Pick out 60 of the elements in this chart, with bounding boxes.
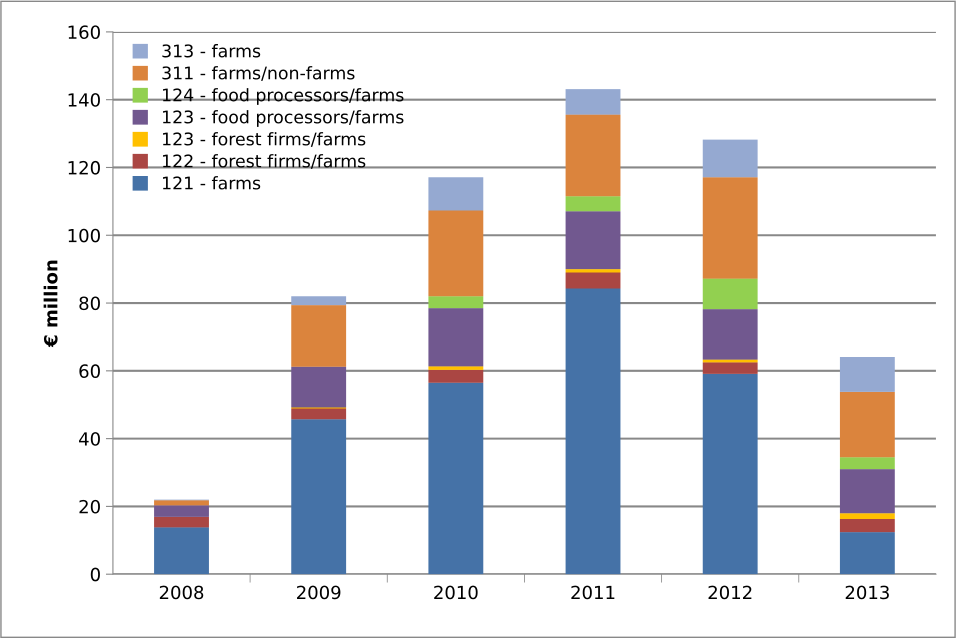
bar	[840, 356, 895, 392]
bar	[291, 408, 346, 420]
bar	[840, 457, 895, 470]
legend-label: 121 - farms	[162, 176, 260, 190]
bar	[566, 114, 620, 196]
legend-label: 311 - farms/non-farms	[162, 66, 355, 81]
x-tick-label: 2010	[434, 586, 478, 600]
bar	[291, 305, 346, 367]
bar	[702, 362, 758, 374]
bar	[291, 366, 346, 408]
bar	[154, 500, 209, 506]
y-tick-label: 0	[90, 568, 100, 582]
legend-label: 123 - forest firms/farms	[162, 132, 366, 147]
bar	[566, 269, 620, 273]
x-tick-label: 2008	[160, 586, 204, 600]
y-tick-label: 100	[68, 228, 100, 242]
bar	[154, 505, 209, 517]
bar	[840, 392, 895, 458]
bar	[702, 374, 758, 574]
bar	[291, 296, 346, 306]
legend-label: 123 - food processors/farms	[162, 110, 404, 127]
bar	[428, 296, 484, 308]
y-tick-label: 140	[68, 93, 100, 107]
bar	[154, 527, 209, 574]
x-tick-label: 2012	[708, 586, 752, 600]
bar	[840, 513, 895, 519]
bar	[702, 177, 758, 279]
bar	[291, 419, 346, 574]
bar	[428, 210, 484, 296]
y-tick-label: 160	[68, 25, 100, 40]
legend-label: 124 - food processors/farms	[162, 88, 404, 105]
bar	[428, 370, 484, 383]
bar	[566, 196, 620, 212]
bar	[428, 382, 484, 574]
bar	[428, 366, 484, 370]
bar	[428, 308, 484, 366]
y-tick-label: 120	[68, 160, 100, 175]
y-tick-label: 40	[79, 432, 100, 446]
x-tick-label: 2009	[297, 586, 340, 600]
bar	[702, 360, 758, 362]
y-tick-label: 80	[79, 296, 100, 310]
bar	[566, 272, 620, 288]
bar	[428, 177, 484, 211]
x-tick-label: 2011	[571, 586, 614, 600]
bar	[840, 532, 895, 574]
y-tick-label: 20	[79, 500, 100, 514]
bar	[702, 140, 758, 178]
bar	[702, 309, 758, 360]
bar	[566, 288, 620, 574]
bar	[566, 89, 620, 115]
bar	[840, 518, 895, 532]
legend-label: 122 - forest firms/farms	[162, 154, 366, 169]
bar	[702, 278, 758, 310]
bar	[566, 211, 620, 270]
bar	[840, 469, 895, 514]
y-tick-label: 60	[79, 364, 100, 378]
y-axis-title: € million	[44, 260, 58, 348]
legend-label: 313 - farms	[162, 44, 260, 58]
bar	[154, 516, 209, 528]
x-tick-label: 2013	[846, 586, 889, 600]
